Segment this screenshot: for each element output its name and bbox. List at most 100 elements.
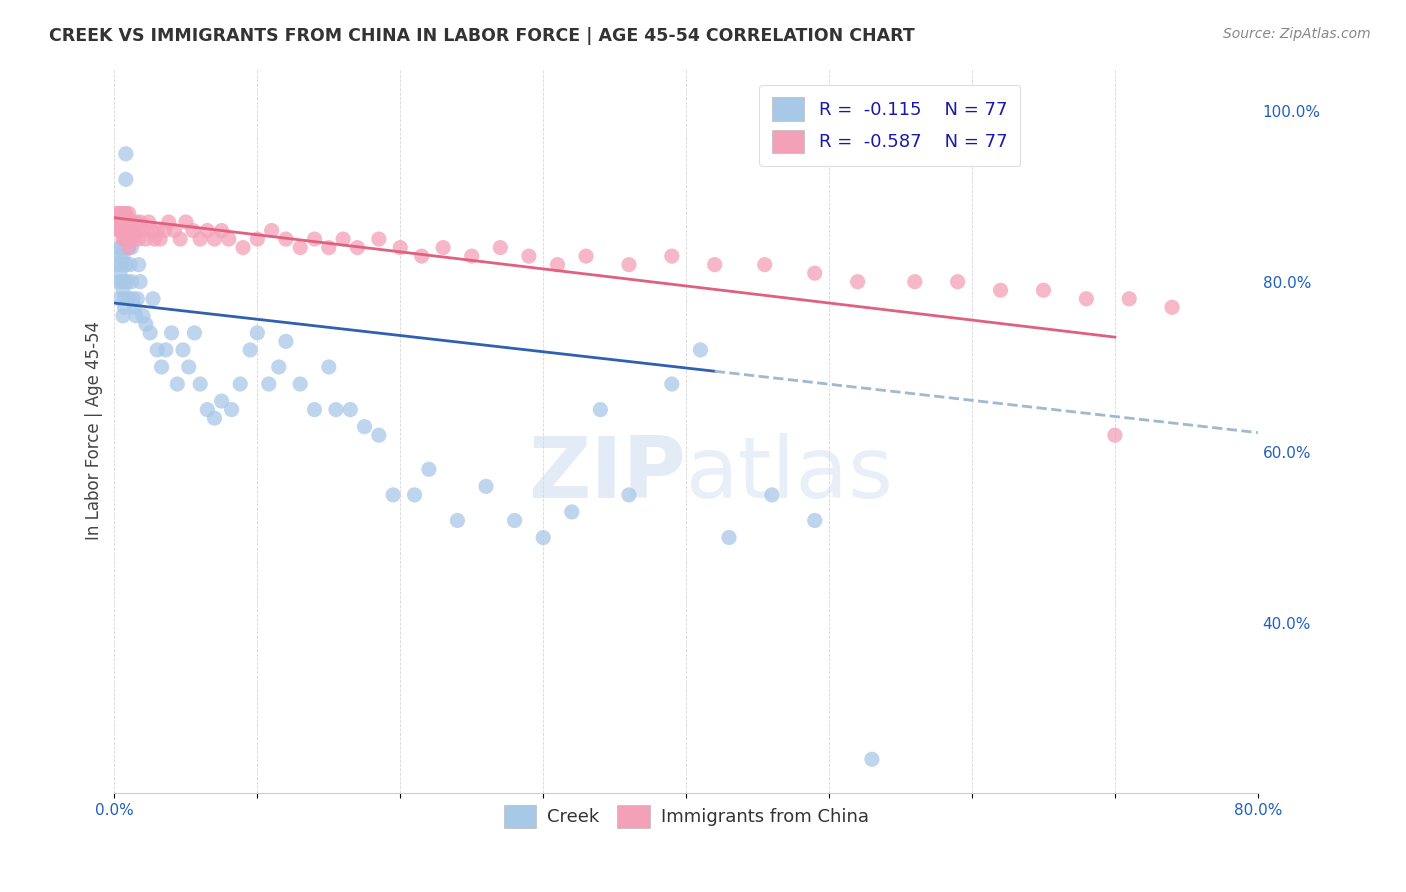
Point	[105, 215, 128, 229]
Point	[118, 206, 141, 220]
Point	[246, 326, 269, 340]
Point	[418, 462, 440, 476]
Point	[127, 223, 149, 237]
Point	[339, 402, 361, 417]
Point	[661, 249, 683, 263]
Point	[531, 531, 554, 545]
Point	[120, 223, 142, 237]
Point	[517, 249, 540, 263]
Point	[115, 223, 138, 237]
Y-axis label: In Labor Force | Age 45-54: In Labor Force | Age 45-54	[86, 321, 103, 541]
Point	[761, 488, 783, 502]
Point	[411, 249, 433, 263]
Point	[990, 283, 1012, 297]
Point	[661, 377, 683, 392]
Point	[489, 241, 512, 255]
Legend: Creek, Immigrants from China: Creek, Immigrants from China	[496, 797, 876, 835]
Point	[115, 172, 138, 186]
Point	[149, 232, 172, 246]
Point	[143, 232, 166, 246]
Point	[122, 292, 145, 306]
Point	[112, 232, 135, 246]
Point	[325, 402, 347, 417]
Point	[166, 377, 188, 392]
Point	[404, 488, 426, 502]
Point	[575, 249, 598, 263]
Point	[112, 275, 135, 289]
Point	[346, 241, 368, 255]
Point	[132, 223, 155, 237]
Point	[132, 309, 155, 323]
Point	[121, 241, 143, 255]
Point	[142, 292, 165, 306]
Point	[689, 343, 711, 357]
Point	[139, 326, 162, 340]
Point	[211, 394, 233, 409]
Point	[118, 241, 141, 255]
Point	[115, 146, 138, 161]
Text: ZIP: ZIP	[529, 433, 686, 516]
Point	[232, 241, 254, 255]
Point	[111, 215, 134, 229]
Point	[122, 223, 145, 237]
Point	[181, 223, 204, 237]
Point	[904, 275, 927, 289]
Point	[121, 215, 143, 229]
Point	[432, 241, 454, 255]
Point	[160, 326, 183, 340]
Point	[128, 232, 150, 246]
Point	[204, 232, 226, 246]
Point	[112, 206, 135, 220]
Point	[141, 223, 163, 237]
Point	[475, 479, 498, 493]
Point	[127, 292, 149, 306]
Point	[163, 223, 186, 237]
Point	[128, 258, 150, 272]
Point	[112, 292, 135, 306]
Point	[129, 275, 152, 289]
Point	[146, 343, 169, 357]
Point	[846, 275, 869, 289]
Point	[221, 402, 243, 417]
Point	[188, 232, 211, 246]
Point	[104, 206, 127, 220]
Point	[367, 232, 389, 246]
Point	[124, 300, 146, 314]
Point	[188, 377, 211, 392]
Point	[110, 206, 132, 220]
Point	[367, 428, 389, 442]
Point	[260, 223, 283, 237]
Point	[155, 343, 177, 357]
Point	[332, 232, 354, 246]
Point	[121, 275, 143, 289]
Point	[717, 531, 740, 545]
Point	[110, 223, 132, 237]
Point	[135, 232, 157, 246]
Point	[107, 241, 129, 255]
Point	[107, 223, 129, 237]
Point	[503, 513, 526, 527]
Point	[195, 223, 218, 237]
Text: CREEK VS IMMIGRANTS FROM CHINA IN LABOR FORCE | AGE 45-54 CORRELATION CHART: CREEK VS IMMIGRANTS FROM CHINA IN LABOR …	[49, 27, 915, 45]
Point	[703, 258, 725, 272]
Point	[946, 275, 969, 289]
Point	[183, 326, 205, 340]
Point	[803, 513, 825, 527]
Point	[172, 343, 194, 357]
Point	[129, 215, 152, 229]
Point	[108, 292, 131, 306]
Point	[547, 258, 569, 272]
Text: Source: ZipAtlas.com: Source: ZipAtlas.com	[1223, 27, 1371, 41]
Point	[135, 318, 157, 332]
Point	[617, 258, 640, 272]
Point	[153, 223, 176, 237]
Point	[446, 513, 468, 527]
Point	[124, 232, 146, 246]
Point	[860, 752, 883, 766]
Point	[118, 241, 141, 255]
Point	[389, 241, 412, 255]
Point	[589, 402, 612, 417]
Point	[111, 249, 134, 263]
Point	[803, 266, 825, 280]
Point	[211, 223, 233, 237]
